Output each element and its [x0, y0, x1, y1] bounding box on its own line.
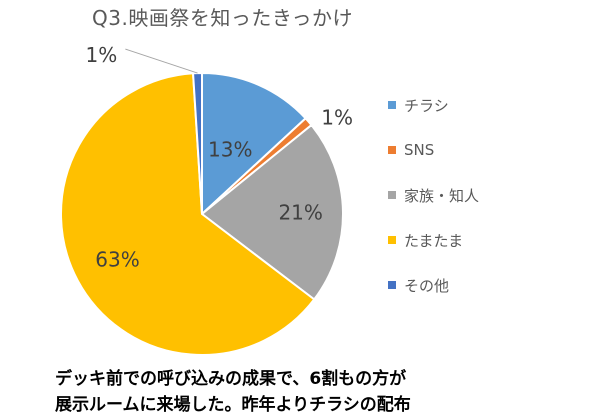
legend-swatch-3	[388, 191, 396, 199]
legend-swatch-1	[388, 101, 396, 109]
chart-title: Q3.映画祭を知ったきっかけ	[92, 6, 354, 30]
pie-chart: 13% 1% 21% 63% 1%	[60, 43, 353, 356]
data-label-2: 1%	[321, 106, 353, 130]
legend-label-5: その他	[404, 276, 450, 295]
legend-swatch-4	[388, 236, 396, 244]
legend-swatch-2	[388, 146, 396, 154]
legend-label-4: たまたま	[404, 231, 464, 250]
legend-item-3: 家族・知人	[388, 184, 479, 206]
pie-slice-1	[201, 71, 307, 217]
legend-label-2: SNS	[404, 141, 435, 159]
caption-line-2: 展示ルームに来場した。昨年よりチラシの配布	[55, 395, 411, 415]
caption-text: デッキ前での呼び込みの成果で、6割もの方が 展示ルームに来場した。昨年よりチラシ…	[55, 366, 411, 418]
leader-line-5	[125, 48, 198, 74]
data-label-5: 1%	[85, 43, 117, 67]
legend-item-4: たまたま	[388, 229, 479, 251]
data-label-1: 13%	[208, 137, 252, 161]
pie-slice-4	[60, 72, 316, 356]
caption-line-1: デッキ前での呼び込みの成果で、6割もの方が	[55, 369, 407, 389]
legend-item-2: SNS	[388, 139, 479, 161]
legend-item-5: その他	[388, 274, 479, 296]
legend-label-1: チラシ	[404, 96, 449, 115]
data-label-4: 63%	[95, 247, 139, 271]
legend-swatch-5	[388, 281, 396, 289]
data-label-3: 21%	[278, 200, 322, 224]
chart-legend: チラシ SNS 家族・知人たまたまその他	[388, 94, 479, 319]
legend-label-3: 家族・知人	[404, 186, 480, 205]
pie-slice-3	[200, 123, 344, 301]
legend-item-1: チラシ	[388, 94, 479, 116]
